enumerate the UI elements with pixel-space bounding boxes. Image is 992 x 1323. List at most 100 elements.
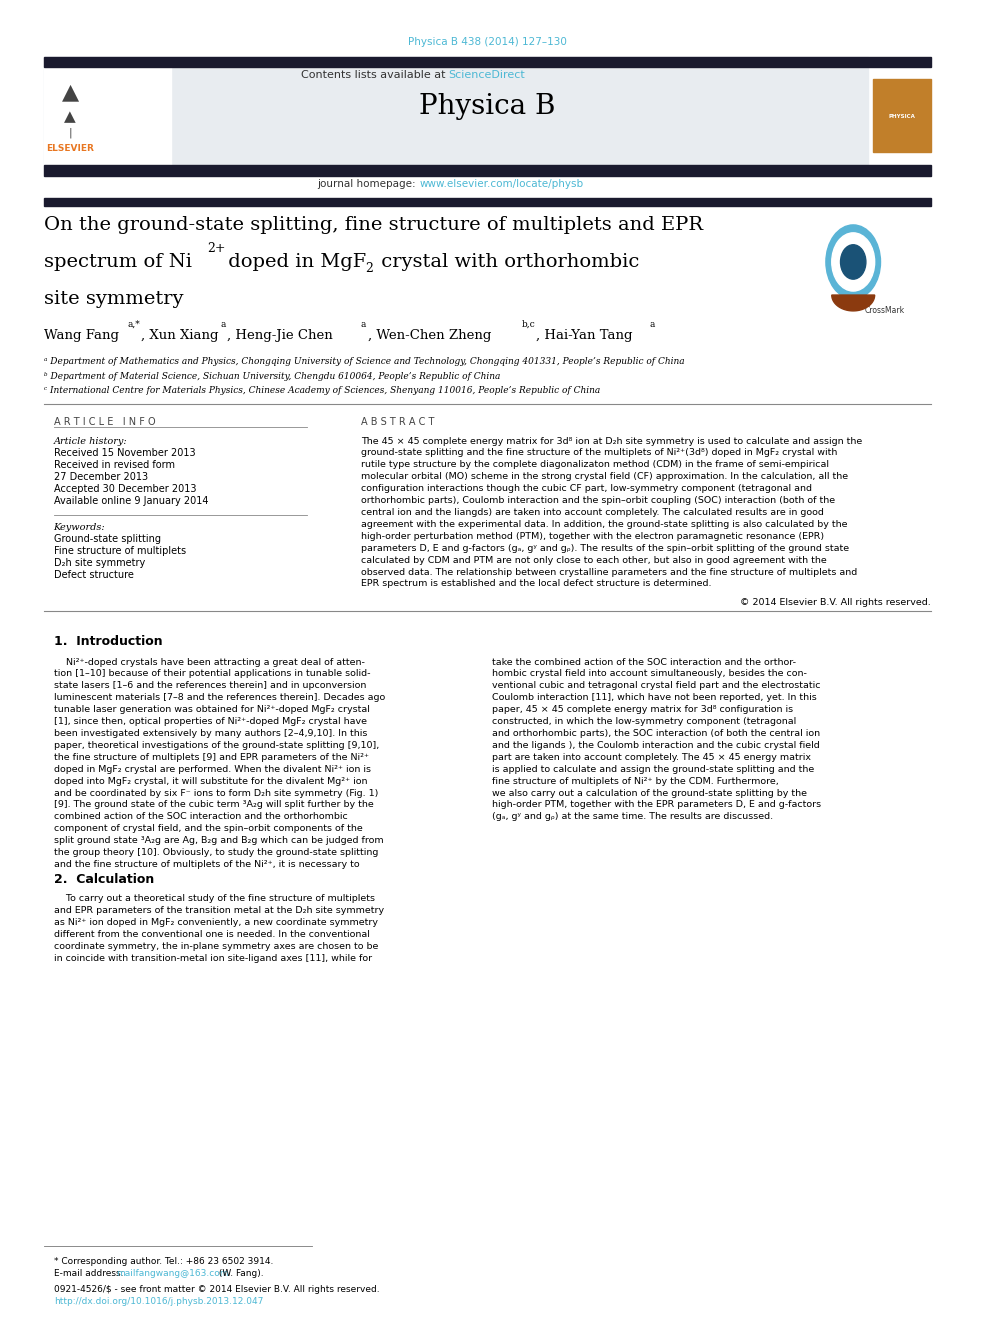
Text: Coulomb interaction [11], which have not been reported, yet. In this: Coulomb interaction [11], which have not… [492,693,817,703]
Text: parameters D, E and g-factors (gₐ, gʸ and gᵨ). The results of the spin–orbit spl: parameters D, E and g-factors (gₐ, gʸ an… [361,544,849,553]
Text: paper, theoretical investigations of the ground-state splitting [9,10],: paper, theoretical investigations of the… [54,741,379,750]
Text: ᵃ Department of Mathematics and Physics, Chongqing University of Science and Tec: ᵃ Department of Mathematics and Physics,… [44,357,684,366]
Polygon shape [831,295,875,311]
Text: paper, 45 × 45 complete energy matrix for 3d⁸ configuration is: paper, 45 × 45 complete energy matrix fo… [492,705,794,714]
Text: A R T I C L E   I N F O: A R T I C L E I N F O [54,417,156,427]
Circle shape [826,225,881,299]
Text: ELSEVIER: ELSEVIER [47,144,94,152]
Bar [44,57,931,67]
Text: molecular orbital (MO) scheme in the strong crystal field (CF) approximation. In: molecular orbital (MO) scheme in the str… [361,472,848,482]
Text: Fine structure of multiplets: Fine structure of multiplets [54,546,186,557]
Text: [9]. The ground state of the cubic term ³A₂g will split further by the: [9]. The ground state of the cubic term … [54,800,373,810]
Text: ScienceDirect: ScienceDirect [448,70,526,81]
Bar [873,79,931,152]
Text: Received in revised form: Received in revised form [54,460,175,471]
Text: a: a [220,320,226,329]
Text: observed data. The relationship between crystalline parameters and the fine stru: observed data. The relationship between … [361,568,857,577]
Text: The 45 × 45 complete energy matrix for 3d⁸ ion at D₂h site symmetry is used to c: The 45 × 45 complete energy matrix for 3… [361,437,862,446]
Text: agreement with the experimental data. In addition, the ground-state splitting is: agreement with the experimental data. In… [361,520,847,529]
Text: http://dx.doi.org/10.1016/j.physb.2013.12.047: http://dx.doi.org/10.1016/j.physb.2013.1… [54,1297,263,1306]
Text: Available online 9 January 2014: Available online 9 January 2014 [54,496,208,507]
Text: 2: 2 [366,262,374,275]
Text: hombic crystal field into account simultaneously, besides the con-: hombic crystal field into account simult… [492,669,807,679]
Text: central ion and the liangds) are taken into account completely. The calculated r: central ion and the liangds) are taken i… [361,508,823,517]
Text: the group theory [10]. Obviously, to study the ground-state splitting: the group theory [10]. Obviously, to stu… [54,848,378,857]
Text: 2.  Calculation: 2. Calculation [54,873,154,886]
Text: 27 December 2013: 27 December 2013 [54,472,148,483]
Text: Ground-state splitting: Ground-state splitting [54,534,161,545]
Text: ᶜ International Centre for Materials Physics, Chinese Academy of Sciences, Sheny: ᶜ International Centre for Materials Phy… [44,386,600,396]
Text: part are taken into account completely. The 45 × 45 energy matrix: part are taken into account completely. … [492,753,811,762]
Circle shape [831,233,875,291]
Text: and EPR parameters of the transition metal at the D₂h site symmetry: and EPR parameters of the transition met… [54,906,384,916]
Text: © 2014 Elsevier B.V. All rights reserved.: © 2014 Elsevier B.V. All rights reserved… [740,598,931,607]
Text: Article history:: Article history: [54,437,127,446]
Text: is applied to calculate and assign the ground-state splitting and the: is applied to calculate and assign the g… [492,765,814,774]
Text: and the ligands ), the Coulomb interaction and the cubic crystal field: and the ligands ), the Coulomb interacti… [492,741,820,750]
Text: , Xun Xiang: , Xun Xiang [142,329,223,343]
Text: crystal with orthorhombic: crystal with orthorhombic [375,253,640,271]
Text: combined action of the SOC interaction and the orthorhombic: combined action of the SOC interaction a… [54,812,347,822]
Text: spectrum of Ni: spectrum of Ni [44,253,191,271]
Text: (gₐ, gʸ and gᵨ) at the same time. The results are discussed.: (gₐ, gʸ and gᵨ) at the same time. The re… [492,812,774,822]
Text: a: a [650,320,655,329]
Text: , Heng-Jie Chen: , Heng-Jie Chen [227,329,337,343]
Text: calculated by CDM and PTM are not only close to each other, but also in good agr: calculated by CDM and PTM are not only c… [361,556,826,565]
Text: www.elsevier.com/locate/physb: www.elsevier.com/locate/physb [420,179,583,189]
Text: constructed, in which the low-symmetry component (tetragonal: constructed, in which the low-symmetry c… [492,717,797,726]
Text: and the fine structure of multiplets of the Ni²⁺, it is necessary to: and the fine structure of multiplets of … [54,860,359,869]
Text: in coincide with transition-metal ion site-ligand axes [11], while for: in coincide with transition-metal ion si… [54,954,372,963]
Text: 2+: 2+ [206,242,225,255]
Text: |: | [68,127,72,138]
Text: Physica B 438 (2014) 127–130: Physica B 438 (2014) 127–130 [408,37,567,48]
Text: Defect structure: Defect structure [54,570,134,581]
Text: component of crystal field, and the spin–orbit components of the: component of crystal field, and the spin… [54,824,362,833]
Text: ventional cubic and tetragonal crystal field part and the electrostatic: ventional cubic and tetragonal crystal f… [492,681,821,691]
Text: been investigated extensively by many authors [2–4,9,10]. In this: been investigated extensively by many au… [54,729,367,738]
Text: EPR spectrum is established and the local defect structure is determined.: EPR spectrum is established and the loca… [361,579,711,589]
Text: coordinate symmetry, the in-plane symmetry axes are chosen to be: coordinate symmetry, the in-plane symmet… [54,942,378,951]
Text: doped into MgF₂ crystal, it will substitute for the divalent Mg²⁺ ion: doped into MgF₂ crystal, it will substit… [54,777,367,786]
Text: doped in MgF: doped in MgF [222,253,367,271]
Text: and be coordinated by six F⁻ ions to form D₂h site symmetry (Fig. 1): and be coordinated by six F⁻ ions to for… [54,789,378,798]
Bar [44,165,931,176]
Text: On the ground-state splitting, fine structure of multiplets and EPR: On the ground-state splitting, fine stru… [44,216,703,234]
Text: Contents lists available at: Contents lists available at [301,70,448,81]
Text: A B S T R A C T: A B S T R A C T [361,417,434,427]
Text: PHYSICA: PHYSICA [889,114,916,119]
Text: fine structure of multiplets of Ni²⁺ by the CDM. Furthermore,: fine structure of multiplets of Ni²⁺ by … [492,777,779,786]
Text: 1.  Introduction: 1. Introduction [54,635,163,648]
Text: CrossMark: CrossMark [865,306,905,315]
Bar [44,57,171,165]
Text: a,*: a,* [128,320,141,329]
Text: rutile type structure by the complete diagonalizaton method (CDM) in the frame o: rutile type structure by the complete di… [361,460,828,470]
Text: luminescent materials [7–8 and the references therein]. Decades ago: luminescent materials [7–8 and the refer… [54,693,385,703]
Text: state lasers [1–6 and the references therein] and in upconversion: state lasers [1–6 and the references the… [54,681,366,691]
Text: as Ni²⁺ ion doped in MgF₂ conveniently, a new coordinate symmetry: as Ni²⁺ ion doped in MgF₂ conveniently, … [54,918,378,927]
Text: tunable laser generation was obtained for Ni²⁺-doped MgF₂ crystal: tunable laser generation was obtained fo… [54,705,369,714]
Text: mailfangwang@163.com: mailfangwang@163.com [116,1269,228,1278]
Text: Received 15 November 2013: Received 15 November 2013 [54,448,195,459]
Text: ᵇ Department of Material Science, Sichuan University, Chengdu 610064, People’s R: ᵇ Department of Material Science, Sichua… [44,372,500,381]
Text: Ni²⁺-doped crystals have been attracting a great deal of atten-: Ni²⁺-doped crystals have been attracting… [54,658,364,667]
Text: , Hai-Yan Tang: , Hai-Yan Tang [537,329,637,343]
Text: different from the conventional one is needed. In the conventional: different from the conventional one is n… [54,930,369,939]
Bar [44,198,931,206]
Text: configuration interactions though the cubic CF part, low-symmetry component (tet: configuration interactions though the cu… [361,484,811,493]
Text: [1], since then, optical properties of Ni²⁺-doped MgF₂ crystal have: [1], since then, optical properties of N… [54,717,367,726]
Text: b,c: b,c [522,320,536,329]
Text: ground-state splitting and the fine structure of the multiplets of Ni²⁺(3d⁸) dop: ground-state splitting and the fine stru… [361,448,837,458]
Circle shape [840,245,866,279]
Text: high-order PTM, together with the EPR parameters D, E and g-factors: high-order PTM, together with the EPR pa… [492,800,821,810]
Text: Accepted 30 December 2013: Accepted 30 December 2013 [54,484,196,495]
Text: a: a [361,320,366,329]
Text: D₂h site symmetry: D₂h site symmetry [54,558,145,569]
Text: site symmetry: site symmetry [44,290,184,308]
Text: take the combined action of the SOC interaction and the orthor-: take the combined action of the SOC inte… [492,658,797,667]
Text: and orthorhombic parts), the SOC interaction (of both the central ion: and orthorhombic parts), the SOC interac… [492,729,820,738]
Text: high-order perturbation method (PTM), together with the electron paramagnetic re: high-order perturbation method (PTM), to… [361,532,824,541]
Text: journal homepage:: journal homepage: [317,179,420,189]
Text: Keywords:: Keywords: [54,523,105,532]
Text: Physica B: Physica B [420,93,556,119]
Text: To carry out a theoretical study of the fine structure of multiplets: To carry out a theoretical study of the … [54,894,375,904]
